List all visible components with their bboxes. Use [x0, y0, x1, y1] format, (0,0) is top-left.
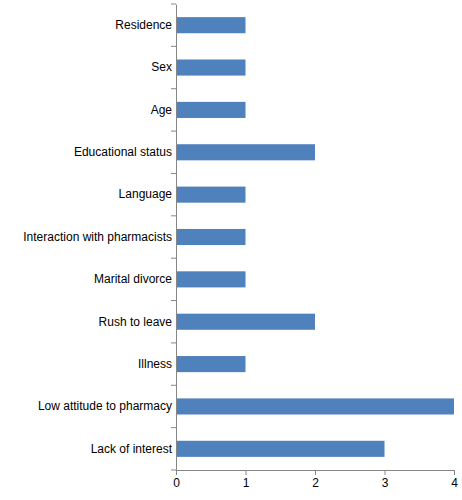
- y-tick-label: Residence: [115, 18, 172, 32]
- y-tick-label: Age: [151, 103, 173, 117]
- plot-area: 0 1 2 3 4 Residence Sex Age Educational status La…: [23, 4, 458, 490]
- y-tick: Sex: [151, 60, 176, 74]
- x-tick: 1: [243, 470, 250, 490]
- x-tick-mark: [246, 470, 247, 475]
- bar: [176, 144, 315, 160]
- bar: [176, 271, 246, 287]
- x-tick-label: 3: [382, 476, 389, 490]
- x-axis-line: [177, 471, 455, 476]
- bar: [176, 356, 246, 372]
- y-tick: Low attitude to pharmacy: [38, 399, 176, 413]
- chart-svg: 0 1 2 3 4 Residence Sex Age Educational status La…: [0, 0, 462, 500]
- x-tick: 0: [173, 470, 180, 490]
- y-tick-label: Language: [119, 187, 173, 201]
- category-separator: [171, 470, 176, 471]
- category-separators: [171, 4, 176, 470]
- y-tick: Illness: [138, 357, 176, 371]
- x-tick: 3: [382, 470, 389, 490]
- y-axis-line: [176, 5, 177, 471]
- x-tick-mark: [176, 470, 177, 475]
- y-tick: Lack of interest: [91, 442, 176, 456]
- y-tick: Residence: [115, 18, 176, 32]
- category-separator: [171, 342, 176, 343]
- x-tick: 2: [312, 470, 319, 490]
- y-tick-label: Rush to leave: [99, 315, 173, 329]
- category-separator: [171, 131, 176, 132]
- category-separator: [171, 88, 176, 89]
- bars: [176, 17, 454, 457]
- y-tick-label: Interaction with pharmacists: [23, 230, 172, 244]
- y-tick: Educational status: [74, 145, 176, 159]
- y-tick-label: Illness: [138, 357, 172, 371]
- y-tick: Rush to leave: [99, 315, 176, 329]
- x-axis: 0 1 2 3 4: [173, 470, 458, 490]
- y-tick-label: Educational status: [74, 145, 172, 159]
- x-tick-label: 1: [243, 476, 250, 490]
- bar: [176, 398, 454, 414]
- category-separator: [171, 258, 176, 259]
- bar: [176, 314, 315, 330]
- x-tick: 4: [451, 470, 458, 490]
- category-separator: [171, 173, 176, 174]
- y-tick-label: Low attitude to pharmacy: [38, 399, 172, 413]
- y-axis: Residence Sex Age Educational status Languag…: [23, 4, 176, 471]
- category-separator: [171, 300, 176, 301]
- bar: [176, 102, 246, 118]
- category-separator: [171, 46, 176, 47]
- x-tick-mark: [385, 470, 386, 475]
- y-tick-label: Sex: [151, 60, 172, 74]
- chart-container: 0 1 2 3 4 Residence Sex Age Educational status La…: [0, 0, 462, 500]
- x-tick-mark: [315, 470, 316, 475]
- y-tick: Marital divorce: [94, 272, 176, 286]
- category-separator: [171, 215, 176, 216]
- bar: [176, 59, 246, 75]
- x-tick-label: 0: [173, 476, 180, 490]
- x-tick-label: 4: [451, 476, 458, 490]
- y-tick-label: Lack of interest: [91, 442, 173, 456]
- category-separator: [171, 385, 176, 386]
- bar: [176, 17, 246, 33]
- y-tick: Age: [151, 103, 176, 117]
- y-tick: Interaction with pharmacists: [23, 230, 176, 244]
- bar: [176, 187, 246, 203]
- y-tick: Language: [119, 187, 176, 201]
- bar: [176, 229, 246, 245]
- bar: [176, 441, 385, 457]
- category-separator: [171, 427, 176, 428]
- category-separator: [171, 4, 176, 5]
- x-tick-label: 2: [312, 476, 319, 490]
- y-tick-label: Marital divorce: [94, 272, 172, 286]
- x-tick-mark: [454, 470, 455, 475]
